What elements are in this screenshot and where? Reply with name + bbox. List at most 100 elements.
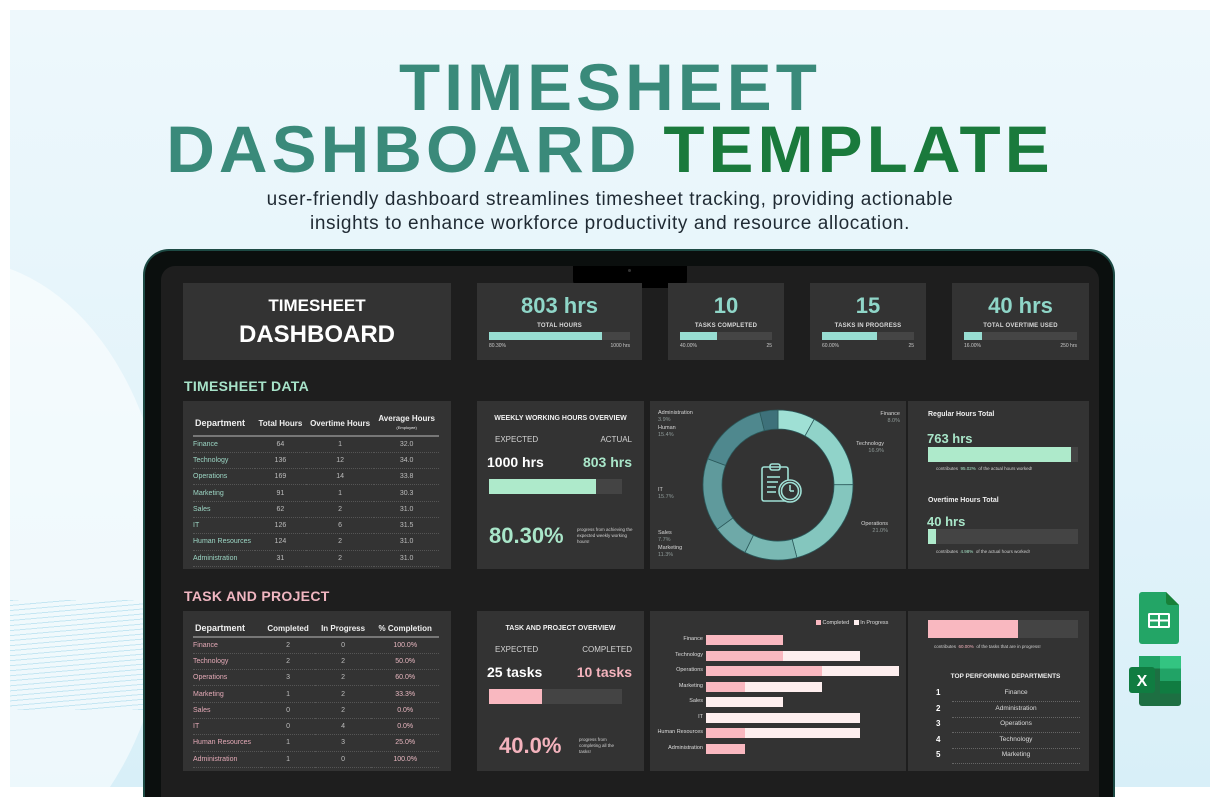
col-header: Overtime Hours (305, 411, 375, 437)
bar-in-progress (706, 697, 784, 707)
donut-segment-human (707, 411, 765, 466)
table-cell: 6 (305, 517, 375, 535)
donut-segment-marketing (744, 534, 798, 561)
completed-label: COMPLETED (582, 645, 632, 654)
table-cell: 100.0% (371, 637, 439, 654)
table-cell: Marketing (193, 484, 255, 502)
donut-segment-technology (804, 418, 854, 486)
overtime-hours-note: contributes 4.98% of the actual hours wo… (936, 549, 1030, 554)
table-cell: 1 (305, 484, 375, 502)
expected-value: 25 tasks (487, 664, 543, 680)
kpi-progress-bar (680, 332, 772, 340)
overtime-hours-value: 40 hrs (927, 514, 966, 529)
table-cell: Marketing (193, 685, 262, 703)
col-header: In Progress (314, 621, 372, 638)
table-cell: Finance (193, 436, 255, 453)
table-row: Technology 2 2 50.0% (193, 653, 439, 671)
bar-completed (706, 728, 745, 738)
actual-value: 803 hrs (582, 454, 632, 470)
table-cell: 169 (254, 468, 306, 486)
bar-completed (706, 743, 745, 754)
header-line2: DASHBOARD (239, 321, 395, 348)
regular-hours-value: 763 hrs (927, 431, 973, 446)
top-departments-title: TOP PERFORMING DEPARTMENTS (950, 673, 1061, 680)
rank-number: 5 (936, 750, 941, 760)
table-cell: 14 (305, 468, 375, 486)
table-row: Sales 0 2 0.0% (193, 702, 439, 719)
table-cell: 62 (254, 501, 306, 518)
top-department-item: 5 Marketing (930, 749, 1080, 765)
google-sheets-icon (1139, 592, 1179, 644)
table-cell: 2 (305, 550, 375, 567)
table-cell: 25.0% (371, 734, 439, 752)
table-cell: 2 (314, 685, 372, 703)
hours-totals-card: Regular Hours Total 763 hrs contributes … (908, 401, 1089, 569)
table-cell: 31.5 (374, 517, 439, 535)
donut-label-it: IT 15.7% (658, 487, 674, 500)
table-cell: Human Resources (193, 734, 262, 752)
kpi-pct: 40.00% (680, 343, 697, 349)
expected-value: 1000 hrs (487, 454, 544, 470)
overtime-hours-bar (928, 529, 1078, 544)
table-cell: 4 (314, 718, 372, 736)
donut-label-sales: Sales 7.7% (658, 530, 672, 543)
donut-label-marketing: Marketing 11.3% (658, 545, 683, 558)
donut-segment-administration (759, 409, 779, 432)
bar-label: Human Resources (657, 729, 703, 735)
weekly-progress-note: progress from achieving the expected wee… (577, 527, 633, 544)
table-row: Finance 2 0 100.0% (193, 637, 439, 654)
table-cell: Administration (193, 550, 255, 567)
department-donut-chart: Finance 8.0% Technology 16.9% Operations 21.0… (650, 401, 906, 569)
task-progress-note: progress from completing all the tasks! (579, 737, 615, 754)
promo-subtitle: user-friendly dashboard streamlines time… (0, 188, 1220, 236)
table-cell: 3 (314, 734, 372, 752)
table-cell: 0 (314, 751, 372, 768)
table-row: Technology 136 12 34.0 (193, 452, 439, 470)
rank-department: Technology (952, 736, 1080, 749)
task-project-overview: TASK AND PROJECT OVERVIEW EXPECTED COMPL… (477, 611, 644, 771)
bar-in-progress (783, 650, 861, 661)
chart-legend: Completed In Progress (816, 620, 888, 626)
col-header: Total Hours (254, 411, 306, 437)
bar-completed (706, 650, 784, 661)
subtitle-line2: insights to enhance workforce productivi… (310, 213, 910, 234)
table-cell: Sales (193, 501, 255, 518)
bar-in-progress (821, 666, 899, 676)
table-row: Human Resources 1 3 25.0% (193, 734, 439, 752)
rank-number: 3 (936, 719, 941, 729)
table-cell: 12 (305, 452, 375, 470)
table-cell: 2 (261, 653, 315, 671)
donut-svg (702, 409, 854, 561)
top-department-item: 2 Administration (930, 703, 1080, 718)
rank-department: Administration (952, 705, 1080, 718)
table-cell: Sales (193, 702, 262, 719)
col-header: Department (193, 411, 255, 437)
kpi-progress-bar (489, 332, 630, 340)
table-cell: 34.0 (374, 452, 439, 470)
table-cell: 0 (261, 718, 315, 736)
bar-label: Operations (676, 667, 703, 673)
in-progress-share-bar (928, 620, 1078, 638)
bar-label: Sales (689, 698, 703, 704)
kpi-pct: 16.00% (964, 343, 981, 349)
table-cell: 0.0% (371, 718, 439, 736)
donut-segment-it (702, 458, 734, 530)
task-table-card: Department Completed In Progress % Compl… (183, 611, 451, 771)
rank-number: 4 (936, 734, 941, 744)
overview-title: TASK AND PROJECT OVERVIEW (505, 625, 616, 632)
table-cell: 0 (261, 702, 315, 719)
timesheet-table-card: Department Total Hours Overtime Hours Av… (183, 401, 451, 569)
top-department-item: 4 Technology (930, 734, 1080, 749)
donut-label-finance: Finance 8.0% (880, 411, 900, 424)
task-progress-bar (489, 689, 622, 704)
weekly-progress-bar (489, 479, 622, 494)
weekly-hours-overview: WEEKLY WORKING HOURS OVERVIEW EXPECTED A… (477, 401, 644, 569)
kpi-value: 10 (713, 293, 739, 318)
bar-completed (706, 666, 822, 676)
table-cell: IT (193, 517, 255, 535)
section-title-timesheet: TIMESHEET DATA (184, 378, 310, 394)
table-cell: Operations (193, 468, 255, 486)
task-progress-pct: 40.0% (499, 733, 562, 758)
kpi-tasks-completed: 10 TASKS COMPLETED 40.00% 25 (668, 283, 784, 360)
table-cell: 100.0% (371, 751, 439, 768)
